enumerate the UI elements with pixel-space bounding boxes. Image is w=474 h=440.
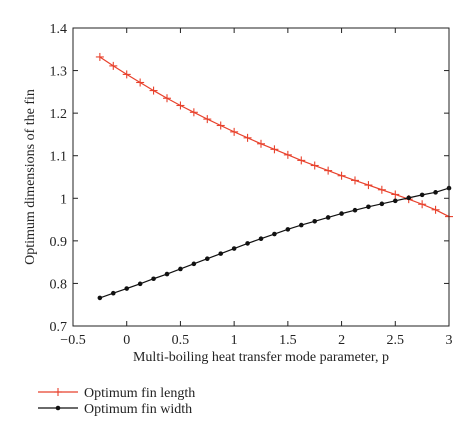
data-point bbox=[203, 115, 212, 124]
x-tick-label: 2.5 bbox=[387, 333, 405, 348]
data-point bbox=[339, 211, 344, 216]
legend-label-fin-length: Optimum fin length bbox=[84, 386, 195, 401]
series-line bbox=[99, 187, 450, 299]
y-tick-label: 1.4 bbox=[50, 22, 68, 37]
legend-item-fin-length: Optimum fin length bbox=[38, 386, 195, 401]
data-point bbox=[418, 200, 427, 209]
data-point bbox=[324, 166, 333, 175]
data-point bbox=[392, 198, 398, 204]
data-point bbox=[97, 295, 103, 301]
y-axis-title: Optimum dimensions of the fin bbox=[23, 89, 38, 265]
data-point bbox=[406, 195, 412, 201]
x-axis-title: Multi-boiling heat transfer mode paramet… bbox=[133, 350, 389, 365]
legend: Optimum fin length Optimum fin width bbox=[38, 386, 195, 417]
x-tick-label: 0.5 bbox=[172, 333, 190, 348]
legend-marker bbox=[55, 405, 61, 411]
data-point bbox=[136, 78, 145, 87]
data-point bbox=[110, 290, 116, 296]
data-point bbox=[149, 86, 158, 95]
data-point bbox=[245, 241, 250, 246]
legend-marker-fin-width bbox=[55, 405, 61, 411]
data-point bbox=[419, 192, 425, 198]
data-point bbox=[351, 176, 359, 185]
data-point bbox=[433, 190, 438, 195]
legend-label-fin-width: Optimum fin width bbox=[84, 402, 192, 417]
data-point bbox=[391, 190, 400, 199]
data-point bbox=[176, 101, 185, 110]
legend-marker-fin-length bbox=[54, 388, 62, 396]
data-point bbox=[312, 218, 318, 224]
data-point bbox=[189, 108, 198, 117]
x-tick-label: 3 bbox=[446, 333, 453, 348]
data-point bbox=[204, 256, 210, 262]
legend-item-fin-width: Optimum fin width bbox=[38, 402, 192, 417]
x-tick-label: 1.5 bbox=[279, 333, 297, 348]
plot-frame bbox=[72, 27, 450, 327]
legend-marker bbox=[54, 388, 62, 396]
data-point bbox=[377, 185, 386, 194]
plot-marks bbox=[95, 52, 453, 301]
data-point bbox=[337, 171, 346, 180]
data-point bbox=[325, 215, 331, 220]
y-axis-ticks: 0.7 0.8 0.9 1 1.1 1.2 1.3 1.4 bbox=[50, 22, 449, 335]
data-point bbox=[297, 156, 306, 165]
data-point bbox=[310, 161, 319, 170]
series-line bbox=[99, 56, 450, 218]
data-point bbox=[364, 181, 373, 190]
y-tick-label: 1.2 bbox=[50, 107, 68, 122]
data-point bbox=[298, 222, 304, 228]
y-tick-label: 1.1 bbox=[50, 150, 68, 165]
x-tick-label: 0 bbox=[123, 333, 130, 348]
series-fin-width bbox=[97, 185, 452, 301]
data-point bbox=[352, 207, 358, 213]
data-point bbox=[151, 276, 156, 282]
data-point bbox=[257, 139, 265, 148]
data-point bbox=[231, 246, 237, 251]
data-point bbox=[431, 205, 440, 214]
x-tick-label: −0.5 bbox=[60, 333, 85, 348]
x-axis-ticks: −0.5 0 0.5 1 1.5 2 2.5 3 bbox=[60, 28, 453, 348]
y-tick-label: 0.9 bbox=[50, 235, 68, 250]
data-point bbox=[243, 133, 252, 142]
data-point bbox=[178, 266, 183, 272]
data-point bbox=[95, 52, 104, 61]
data-point bbox=[270, 145, 279, 154]
y-tick-label: 1.3 bbox=[50, 65, 68, 80]
data-point bbox=[216, 121, 225, 130]
data-point bbox=[283, 150, 292, 159]
data-point bbox=[366, 204, 371, 210]
data-point bbox=[191, 261, 197, 267]
data-point bbox=[258, 236, 264, 242]
data-point bbox=[285, 227, 291, 232]
data-point bbox=[230, 127, 239, 136]
data-point bbox=[137, 281, 143, 287]
data-point bbox=[122, 70, 131, 79]
data-point bbox=[124, 286, 130, 291]
y-tick-label: 1 bbox=[60, 192, 67, 207]
y-tick-label: 0.8 bbox=[50, 277, 68, 292]
y-tick-label: 0.7 bbox=[50, 320, 68, 335]
data-point bbox=[164, 271, 170, 277]
data-point bbox=[379, 201, 385, 207]
series-fin-length bbox=[95, 52, 453, 221]
data-point bbox=[272, 231, 277, 237]
data-point bbox=[218, 251, 224, 256]
x-tick-label: 2 bbox=[338, 333, 345, 348]
data-point bbox=[163, 94, 171, 103]
data-point bbox=[109, 61, 118, 70]
x-tick-label: 1 bbox=[231, 333, 238, 348]
